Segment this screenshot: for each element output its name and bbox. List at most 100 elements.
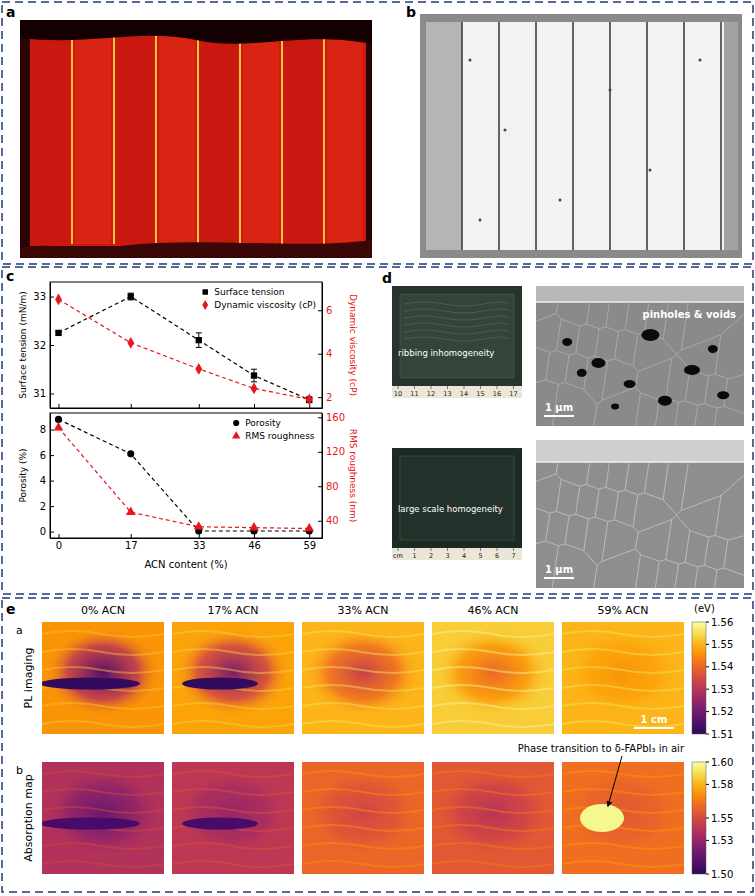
ruler-tick — [464, 548, 465, 551]
ruler-label: 15 — [476, 390, 484, 398]
map-image — [432, 622, 554, 734]
map-streak — [302, 825, 424, 831]
x-tick-label: 46 — [248, 540, 261, 551]
x-tick-label: 59 — [303, 540, 316, 551]
scale-bar — [544, 415, 574, 417]
x-tick-mark — [254, 404, 255, 408]
x-tick-mark — [309, 534, 310, 538]
defect-dot — [479, 219, 482, 222]
ruler-label: cm — [393, 552, 403, 560]
map-streak — [302, 771, 424, 777]
ruler-label: 13 — [443, 390, 451, 398]
photo-shadow — [20, 240, 372, 258]
x-axis-title: ACN content (%) — [144, 559, 227, 570]
series-line — [59, 299, 310, 399]
cell — [201, 36, 237, 244]
colorbar — [692, 622, 706, 734]
map-streak — [562, 807, 684, 813]
map-image — [302, 622, 424, 734]
x-tick-mark — [59, 404, 60, 408]
map-streak — [42, 807, 164, 813]
y-tick: 32 — [33, 340, 54, 351]
x-tick-label: 33 — [193, 540, 206, 551]
y-tick: 0 — [40, 526, 54, 537]
map-dark-streak — [42, 678, 140, 690]
x-tick-mark — [131, 534, 132, 538]
plot-frame — [50, 282, 322, 408]
x-axis-line — [51, 408, 323, 409]
colorbar-tick — [706, 689, 709, 690]
map-streak — [42, 789, 164, 795]
scribe-line — [155, 36, 157, 244]
y-tick-mark — [50, 297, 54, 298]
map-streak — [172, 649, 294, 655]
colorbar-tick-label: 1.53 — [711, 835, 733, 846]
y2-tick-mark — [318, 417, 322, 418]
y2-axis-title: Dynamic viscosity (cP) — [348, 294, 358, 396]
map-streak — [432, 667, 554, 673]
y2-tick-label: 120 — [326, 446, 345, 457]
x-tick: 59 — [303, 534, 316, 551]
pinhole — [577, 369, 587, 377]
y-tick-label: 0 — [40, 526, 46, 537]
data-point — [306, 393, 313, 405]
sem-image — [536, 286, 744, 426]
map-streak — [302, 721, 424, 727]
map-streak — [302, 789, 424, 795]
map-streak — [302, 861, 424, 867]
map-streak — [302, 843, 424, 849]
colorbar-tick — [706, 734, 709, 735]
map-streak — [562, 861, 684, 867]
map-streak — [432, 825, 554, 831]
ruler-tick — [447, 386, 448, 389]
sem-interface — [536, 301, 744, 303]
y-tick-mark — [50, 345, 54, 346]
cell — [75, 36, 111, 244]
series-line — [59, 428, 310, 529]
defect-dot — [609, 89, 612, 92]
map-bg — [432, 622, 554, 734]
colorbar-tick — [706, 840, 709, 841]
x-tick — [254, 404, 255, 408]
defect-dot — [699, 59, 702, 62]
annotation-arrow — [608, 756, 622, 806]
colorbar-tick — [706, 818, 709, 819]
map-streak — [42, 861, 164, 867]
photo-a — [20, 20, 372, 258]
map-streak — [432, 685, 554, 691]
data-point — [127, 450, 134, 457]
map-streak — [42, 771, 164, 777]
map-streak — [432, 843, 554, 849]
ruler-tick — [513, 548, 514, 551]
cell — [724, 22, 738, 250]
legend-label: Porosity — [245, 418, 281, 428]
map-streak — [432, 631, 554, 637]
y2-tick-label: 40 — [326, 515, 339, 526]
legend: Surface tensionDynamic viscosity (cP) — [202, 287, 316, 310]
ruler-tick — [414, 548, 415, 551]
y2-axis: 246 — [318, 283, 332, 409]
defect-dot — [504, 129, 507, 132]
panel-letter: c — [6, 268, 14, 284]
ruler-label: 7 — [511, 552, 515, 560]
map-image — [432, 762, 554, 874]
y-tick-label: 4 — [40, 475, 46, 486]
y-tick-label: 31 — [33, 388, 46, 399]
ruler-tick — [513, 386, 514, 389]
map-streak — [172, 667, 294, 673]
map-streak — [42, 843, 164, 849]
map-streak — [432, 771, 554, 777]
x-axis: 017334659 — [51, 534, 323, 551]
error-bar — [128, 293, 134, 300]
x-tick-mark — [199, 534, 200, 538]
plot-marks — [54, 416, 314, 535]
pinhole — [624, 380, 636, 388]
y-tick-label: 2 — [40, 501, 46, 512]
cell — [285, 36, 321, 244]
map-bg — [172, 762, 294, 874]
colorbar-unit: (eV) — [694, 603, 715, 614]
y-tick-mark — [50, 430, 54, 431]
map-streak — [562, 685, 684, 691]
scribe-line — [239, 36, 241, 244]
map-streak — [432, 807, 554, 813]
